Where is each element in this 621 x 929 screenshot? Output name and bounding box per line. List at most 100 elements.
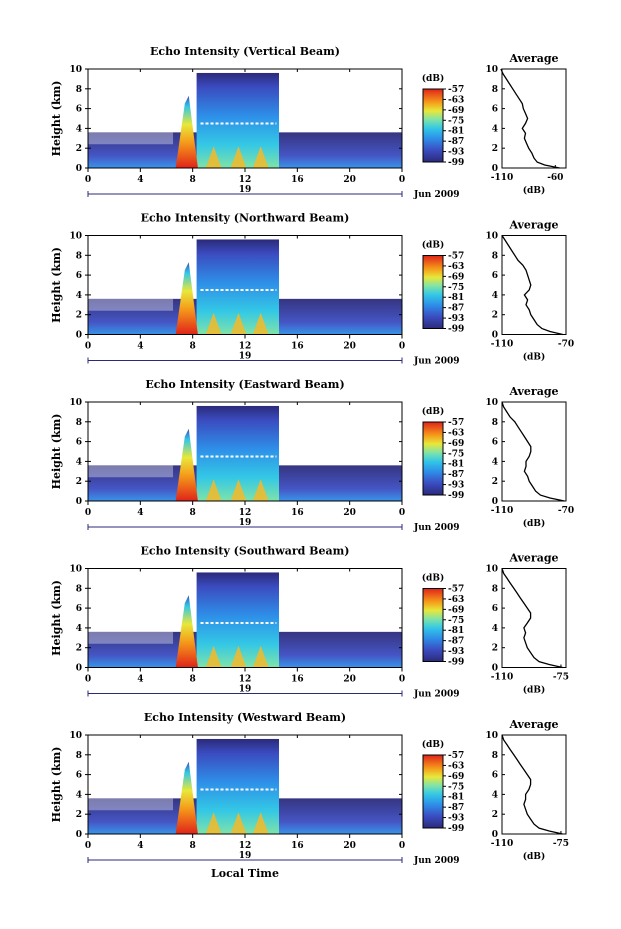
date-month-label: Jun 2009 [413, 190, 460, 200]
average-title: Average [508, 718, 558, 731]
colorbar [422, 421, 444, 496]
average-x-tick-label: -110 [491, 340, 514, 350]
date-day-label: 19 [239, 352, 252, 362]
x-tick-label: 0 [85, 841, 91, 851]
y-tick-label: 6 [76, 604, 82, 614]
average-x-tick-label: -110 [491, 839, 514, 849]
heatmap-band-1 [230, 645, 247, 668]
x-tick-label: 16 [291, 508, 304, 518]
y-tick-label: 2 [76, 644, 82, 654]
average-y-tick-label: 4 [492, 790, 498, 800]
x-tick-label: 20 [343, 175, 356, 185]
average-y-tick-label: 4 [492, 457, 498, 467]
y-tick-label: 8 [76, 251, 82, 261]
heatmap-gap [88, 465, 174, 478]
heatmap-convective-core [175, 428, 198, 501]
x-tick-label: 20 [343, 342, 356, 352]
y-tick-label: 4 [76, 457, 82, 467]
colorbar-tick-label: -63 [448, 262, 464, 272]
colorbar-tick-label: -87 [448, 304, 464, 314]
average-x-tick-label: -110 [491, 506, 514, 516]
colorbar-tick-label: -93 [448, 481, 464, 491]
average-y-tick-label: 8 [492, 85, 498, 95]
average-x-label: (dB) [523, 185, 545, 196]
average-y-tick-label: 2 [492, 810, 498, 820]
y-tick-label: 0 [76, 164, 82, 174]
y-tick-label: 2 [76, 144, 82, 154]
average-y-tick-label: 2 [492, 144, 498, 154]
average-y-tick-label: 8 [492, 584, 498, 594]
heatmap-band-0 [205, 645, 222, 668]
colorbar-tick-label: -93 [448, 148, 464, 158]
average-profile-line [501, 235, 563, 336]
date-day-label: 19 [239, 518, 252, 528]
average-profile-panel: Average 0 2 4 6 8 10 -110 -70 (dB) [485, 219, 574, 363]
heatmap-convective-core [175, 95, 198, 168]
average-y-tick-label: 8 [492, 751, 498, 761]
average-y-tick-label: 10 [485, 731, 498, 741]
average-x-tick-label: -75 [553, 839, 569, 849]
colorbar [422, 754, 444, 829]
y-tick-label: 6 [76, 271, 82, 281]
colorbar [422, 588, 444, 662]
colorbar-tick-label: -75 [448, 616, 464, 626]
average-y-tick-label: 2 [492, 477, 498, 487]
x-tick-label: 16 [291, 675, 304, 685]
colorbar-tick-label: -99 [448, 658, 464, 668]
x-tick-label: 0 [85, 342, 91, 352]
average-y-tick-label: 10 [485, 398, 498, 408]
colorbar-tick-label: -81 [448, 127, 464, 137]
colorbar-tick-label: -63 [448, 95, 464, 105]
x-tick-label: 4 [137, 841, 143, 851]
colorbar-tick-label: -69 [448, 106, 464, 116]
y-tick-label: 0 [76, 331, 82, 341]
x-tick-label: 8 [190, 841, 196, 851]
colorbar-tick-label: -87 [448, 137, 464, 147]
x-tick-label: 12 [239, 841, 252, 851]
y-tick-label: 10 [69, 565, 82, 575]
average-y-tick-label: 2 [492, 644, 498, 654]
average-profile-panel: Average 0 2 4 6 8 10 -110 -70 (dB) [485, 385, 574, 529]
colorbar-tick-label: -57 [448, 252, 464, 262]
y-tick-label: 8 [76, 418, 82, 428]
y-tick-label: 0 [76, 497, 82, 507]
x-tick-label: 0 [85, 508, 91, 518]
panel-title: Echo Intensity (Northward Beam) [141, 212, 350, 225]
colorbar-tick-label: -93 [448, 314, 464, 324]
average-y-tick-label: 4 [492, 124, 498, 134]
colorbar-tick-label: -69 [448, 605, 464, 615]
heatmap-gap [88, 298, 174, 311]
average-y-tick-label: 8 [492, 418, 498, 428]
y-tick-label: 2 [76, 477, 82, 487]
x-tick-label: 0 [85, 675, 91, 685]
y-tick-label: 0 [76, 830, 82, 840]
heatmap-convective-core [175, 761, 198, 834]
date-day-label: 19 [239, 185, 252, 195]
panel-3: Echo Intensity (Southward Beam) 0 2 4 6 8 10 He… [50, 545, 569, 700]
y-tick-label: 8 [76, 751, 82, 761]
colorbar-tick-label: -87 [448, 637, 464, 647]
y-tick-label: 4 [76, 124, 82, 134]
x-tick-label: 16 [291, 342, 304, 352]
x-tick-label: 12 [239, 508, 252, 518]
average-x-tick-label: -110 [491, 173, 514, 183]
colorbar-tick-label: -57 [448, 85, 464, 95]
heatmap-field [88, 572, 402, 668]
colorbar-tick-label: -69 [448, 439, 464, 449]
heatmap-convective-core [175, 595, 198, 668]
panel-title: Echo Intensity (Southward Beam) [141, 545, 350, 558]
average-frame [501, 568, 567, 668]
colorbar-tick-label: -87 [448, 470, 464, 480]
x-tick-label: 0 [399, 841, 405, 851]
panel-4: Echo Intensity (Westward Beam) 0 2 4 6 8 10 Hei… [50, 711, 569, 866]
average-profile-line [501, 401, 565, 502]
y-tick-label: 6 [76, 438, 82, 448]
y-tick-label: 8 [76, 85, 82, 95]
x-tick-label: 20 [343, 841, 356, 851]
colorbar-tick-label: -99 [448, 325, 464, 335]
colorbar-title: (dB) [422, 573, 444, 584]
average-y-tick-label: 0 [492, 664, 498, 674]
x-tick-label: 0 [399, 342, 405, 352]
colorbar-tick-label: -75 [448, 449, 464, 459]
colorbar-tick-label: -87 [448, 803, 464, 813]
